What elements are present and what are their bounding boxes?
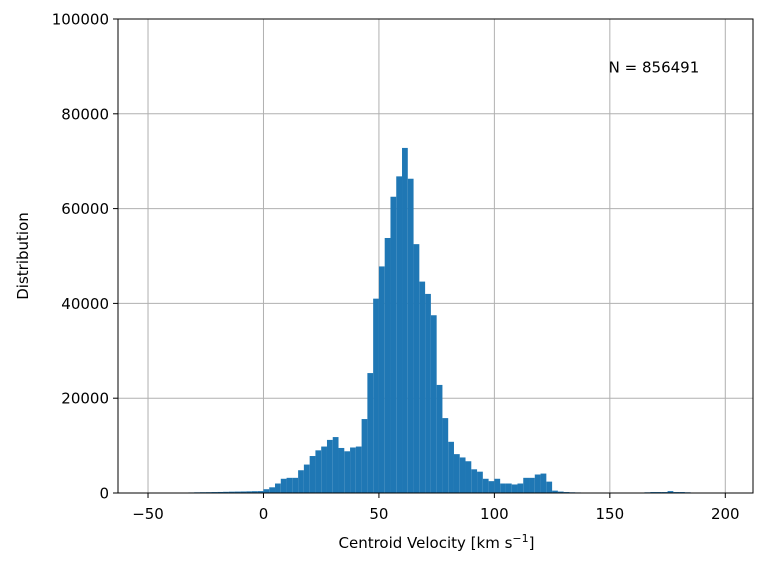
histogram-bar <box>355 446 362 493</box>
histogram-bar <box>321 446 327 493</box>
plot-frame <box>117 18 754 494</box>
histogram-bar <box>217 491 224 493</box>
histogram-bar <box>459 457 466 493</box>
histogram-bar <box>529 477 535 493</box>
y-tick-label: 20000 <box>61 390 109 408</box>
y-tick-label: 80000 <box>61 105 109 123</box>
histogram-bar <box>540 473 547 493</box>
histogram-bar <box>390 196 397 493</box>
histogram-bar <box>280 478 287 493</box>
histogram-bar <box>303 464 310 493</box>
histogram-bar <box>667 491 674 493</box>
histogram-bar <box>511 484 518 493</box>
x-axis-label-main: Centroid Velocity [km s <box>339 534 513 552</box>
histogram-bar <box>407 178 414 493</box>
x-tick-label: 100 <box>480 505 509 523</box>
histogram-bar <box>350 447 356 493</box>
histogram-bar <box>557 491 564 493</box>
y-tick-label: 100000 <box>52 11 109 29</box>
histogram-bar <box>234 491 241 493</box>
histogram-bar <box>494 478 501 493</box>
histogram-bar <box>292 477 299 493</box>
histogram-bar <box>361 419 368 493</box>
y-tick-label: 0 <box>99 485 109 503</box>
histogram-bar <box>298 470 304 493</box>
x-tick-label: 50 <box>369 505 388 523</box>
histogram-bar <box>413 244 420 493</box>
histogram-bar <box>442 418 449 493</box>
histogram-bar <box>223 491 229 493</box>
histogram-bar <box>275 483 281 493</box>
histogram-bar <box>251 491 258 493</box>
x-tick-label: 0 <box>259 505 269 523</box>
histogram-bar <box>269 487 276 493</box>
histogram-bar <box>448 441 454 493</box>
histogram-bar <box>505 483 512 493</box>
histogram-bar <box>402 147 408 494</box>
histogram-bar <box>396 176 403 494</box>
histogram-bar <box>373 298 379 493</box>
histogram-bar <box>546 481 553 493</box>
histogram-bar <box>465 461 472 493</box>
histogram-bar <box>453 454 460 493</box>
y-tick-label: 40000 <box>61 295 109 313</box>
histogram-bar <box>534 474 541 493</box>
histogram-bar <box>523 477 530 493</box>
histogram-bar <box>482 478 489 493</box>
histogram-bar <box>552 490 558 493</box>
histogram-bar <box>315 450 322 493</box>
histogram-bar <box>309 456 316 493</box>
histogram-bar <box>378 266 385 493</box>
axis-ticks: −50 0 50 100 150 200 0 20000 40000 60000 80000 1000… <box>52 11 740 524</box>
histogram-bar <box>419 281 426 493</box>
histogram-bar <box>332 437 339 493</box>
histogram-bar <box>517 483 524 493</box>
histogram-bars <box>176 147 703 494</box>
x-axis-label: Centroid Velocity [km s−1] <box>339 532 535 552</box>
histogram-bar <box>436 384 443 493</box>
histogram-bar <box>430 315 437 493</box>
histogram-bar <box>240 491 247 493</box>
histogram-bar <box>263 489 270 493</box>
histogram-bar <box>477 471 483 493</box>
x-tick-label: 200 <box>711 505 740 523</box>
histogram-bar <box>500 483 506 493</box>
histogram-bar <box>228 491 235 493</box>
x-tick-label: −50 <box>132 505 164 523</box>
x-axis-label-suffix: ] <box>529 534 535 552</box>
histogram-bar <box>344 451 351 493</box>
histogram-bar <box>286 477 293 493</box>
histogram-bar <box>257 491 264 493</box>
y-tick-label: 60000 <box>61 200 109 218</box>
histogram-bar <box>425 293 431 493</box>
histogram-bar <box>246 491 252 493</box>
histogram-bar <box>488 481 495 493</box>
histogram-bar <box>471 469 478 493</box>
x-tick-label: 150 <box>596 505 625 523</box>
histogram-bar <box>384 237 391 493</box>
x-axis-label-exponent: −1 <box>512 532 528 545</box>
histogram-bar <box>326 439 333 493</box>
y-axis-label: Distribution <box>14 212 32 300</box>
histogram-bar <box>367 373 374 493</box>
sample-count-annotation: N = 856491 <box>609 58 700 76</box>
histogram-bar <box>338 447 345 493</box>
